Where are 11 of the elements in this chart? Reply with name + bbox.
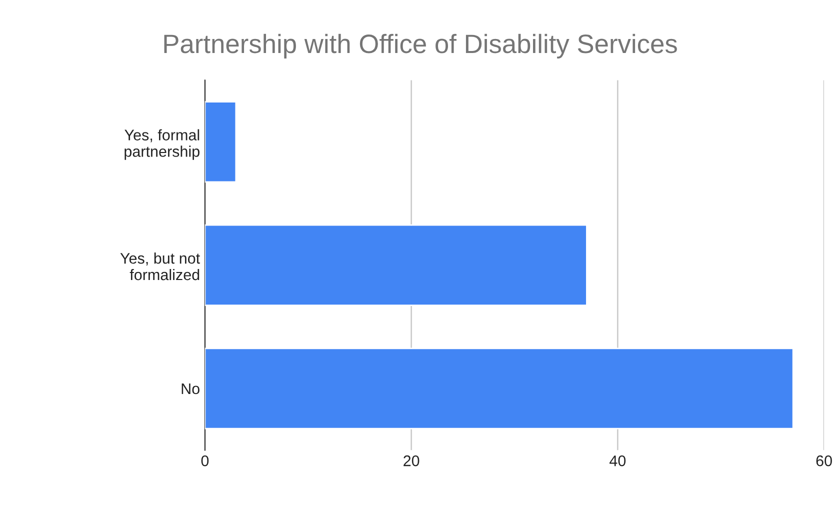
- x-tick-label: 40: [610, 455, 626, 466]
- chart-title: Partnership with Office of Disability Services: [164, 34, 677, 58]
- y-tick-label: Yes, but not formalized: [120, 252, 200, 280]
- y-tick-label: No: [182, 384, 200, 394]
- x-tick-label: 20: [404, 455, 420, 466]
- bar: [204, 348, 794, 430]
- bar: [204, 224, 588, 306]
- x-tick-label: 0: [201, 455, 209, 466]
- y-tick-label: Yes, formal partnership: [124, 129, 200, 160]
- x-tick-label: 60: [816, 455, 832, 466]
- bar: [204, 101, 237, 183]
